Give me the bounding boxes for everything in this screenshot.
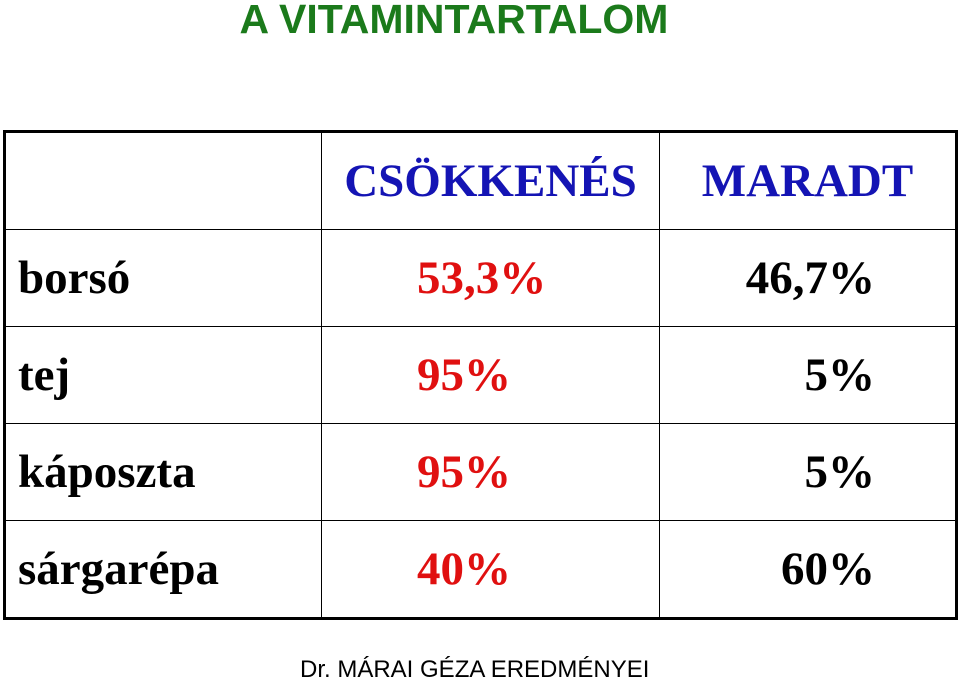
row-label: borsó bbox=[4, 229, 322, 327]
table-row: káposzta 95% 5% bbox=[4, 423, 957, 521]
decrease-value: 95% bbox=[321, 326, 660, 424]
vitamin-table: CSÖKKENÉS MARADT borsó 53,3% 46,7% tej 95% 5%… bbox=[3, 130, 958, 620]
empty-header bbox=[4, 131, 322, 230]
remaining-value: 5% bbox=[659, 423, 957, 521]
footer: Dr. MÁRAI GÉZA EREDMÉNYEI bbox=[300, 656, 650, 683]
decrease-value: 53,3% bbox=[321, 229, 660, 327]
table-row: borsó 53,3% 46,7% bbox=[4, 229, 957, 327]
column-header: CSÖKKENÉS bbox=[321, 131, 660, 230]
remaining-value: 60% bbox=[659, 520, 957, 619]
table-row: tej 95% 5% bbox=[4, 326, 957, 424]
row-label: sárgarépa bbox=[4, 520, 322, 619]
row-label: tej bbox=[4, 326, 322, 424]
decrease-value: 40% bbox=[321, 520, 660, 619]
remaining-value: 5% bbox=[659, 326, 957, 424]
slide-title: A VITAMINTARTALOM bbox=[239, 0, 669, 42]
table-row: sárgarépa 40% 60% bbox=[4, 520, 957, 619]
row-label: káposzta bbox=[4, 423, 322, 521]
remaining-value: 46,7% bbox=[659, 229, 957, 327]
header-row: CSÖKKENÉS MARADT bbox=[4, 131, 957, 230]
column-header: MARADT bbox=[659, 131, 957, 230]
decrease-value: 95% bbox=[321, 423, 660, 521]
table-body: borsó 53,3% 46,7% tej 95% 5% káposzta 95% 5% sárg… bbox=[4, 229, 957, 619]
